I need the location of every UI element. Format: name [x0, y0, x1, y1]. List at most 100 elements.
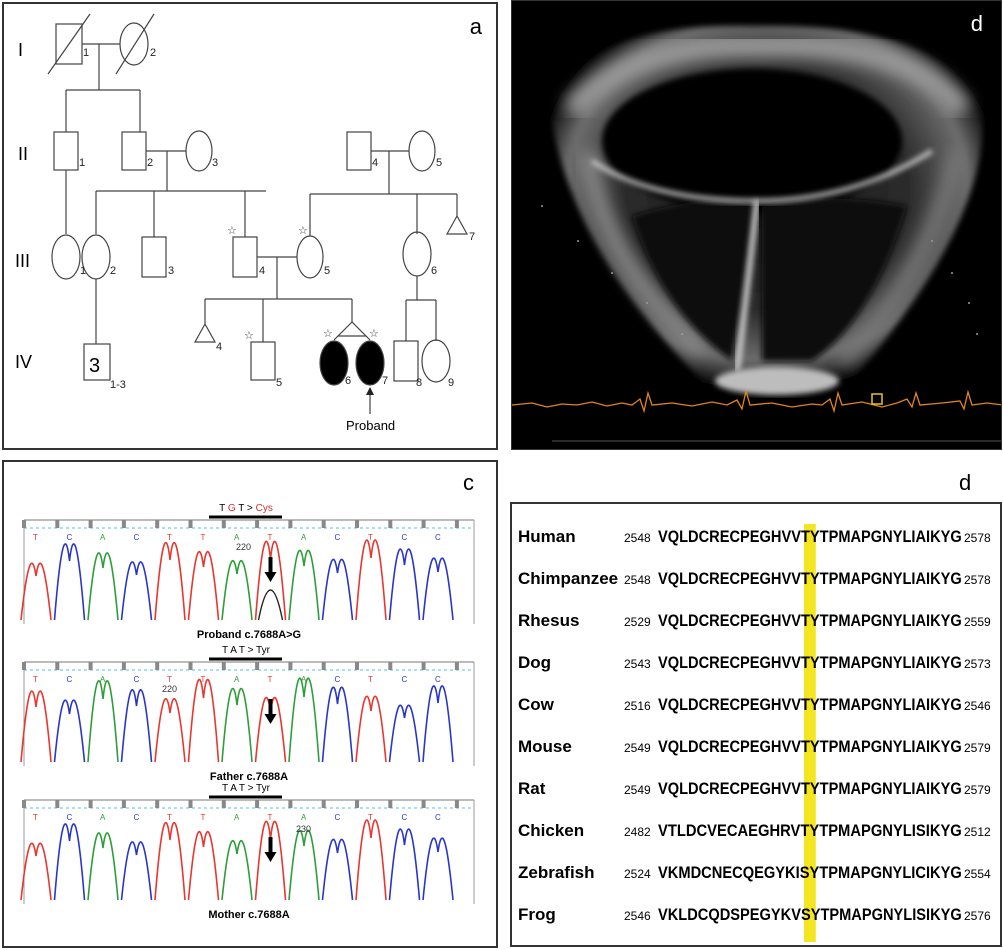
peak-C	[321, 558, 354, 621]
peak-C	[388, 828, 421, 901]
id-IV5: 5	[276, 377, 282, 389]
panel-letter-a: a	[469, 14, 482, 39]
peak-A	[288, 549, 320, 621]
trace-tick	[188, 662, 193, 670]
sequence-site: Y	[810, 737, 820, 756]
trace-tick	[22, 800, 26, 808]
individual-II3-circle	[185, 130, 213, 172]
base-letter: T	[201, 533, 206, 542]
id-IV7: 7	[382, 375, 388, 387]
trace-tick	[288, 800, 293, 808]
chromatogram-figure: T C A C T T A T A C T C C T G T > Cys 220 Proband c.768…	[20, 503, 475, 921]
individual-III5-circle	[296, 235, 324, 279]
start-position: 2549	[624, 741, 651, 755]
panel-letter-d-top: d	[970, 11, 983, 36]
trace-tick	[321, 800, 326, 808]
individual-III7-triangle	[445, 214, 469, 235]
codon-mutant-base: G	[228, 503, 236, 514]
trace-tick	[155, 800, 160, 808]
base-letter: T	[33, 533, 38, 542]
generation-label-II: II	[18, 144, 28, 164]
base-letter: A	[301, 675, 307, 684]
peak-C	[422, 557, 454, 621]
protein-sequence: VKLDCQDSPEGYKVSYTPMAPGNYLISIKYG	[658, 905, 962, 924]
individual-IV5-square	[250, 341, 276, 381]
mutation-arrow-head	[264, 852, 277, 862]
base-letter: A	[234, 675, 240, 684]
base-letter: T	[368, 533, 373, 542]
peak-T	[187, 551, 220, 621]
group-count: 3	[89, 355, 100, 377]
generation-label-III: III	[15, 251, 30, 271]
sequence-post: TPMAPGNYLIAIKYG	[820, 611, 962, 630]
sequence-site: Y	[810, 779, 820, 798]
peak-A	[221, 560, 253, 621]
sequence-post: TPMAPGNYLIAIKYG	[820, 527, 962, 546]
sequence-site: Y	[810, 611, 820, 630]
trace-tick	[121, 662, 126, 670]
panel-letter-c: c	[463, 470, 474, 495]
trace-tick	[255, 800, 260, 808]
proband-arrowhead	[366, 387, 374, 395]
base-letter: T	[201, 813, 206, 822]
species-name: Chimpanzee	[518, 569, 618, 588]
id-III3: 3	[168, 265, 174, 277]
trace-tick	[454, 520, 459, 528]
base-letter: T	[201, 675, 206, 684]
sequence-pre: VKMDCNECQEGYKIS	[658, 863, 809, 882]
end-position: 2579	[964, 783, 991, 797]
species-name: Frog	[518, 905, 556, 924]
star-IV5: ☆	[244, 330, 254, 342]
peak-T	[355, 819, 387, 901]
trace-tick	[321, 662, 326, 670]
individual-III6-circle	[402, 231, 432, 277]
sequence-pre: VKLDCQDSPEGYKVS	[658, 905, 811, 924]
trace-tick	[388, 800, 393, 808]
protein-sequence: VQLDCRECPEGHVVTYTPMAPGNYLIAIKYG	[658, 611, 962, 630]
codon-aa: Cys	[256, 503, 273, 514]
mutation-arrow-shaft	[268, 699, 273, 715]
peak-T	[20, 562, 52, 621]
position-number: 220	[162, 684, 177, 694]
protein-sequence: VQLDCRECPEGHVVTYTPMAPGNYLIAIKYG	[658, 653, 962, 672]
id-I2: 2	[150, 47, 156, 59]
trace-tick	[388, 520, 393, 528]
peak-C	[120, 689, 153, 763]
star-IV7: ☆	[369, 328, 379, 340]
end-position: 2559	[964, 615, 991, 629]
trace-tick	[355, 520, 359, 528]
sequence-pre: VQLDCRECPEGHVVT	[658, 737, 810, 756]
sequence-post: TPMAPGNYLIAIKYG	[820, 779, 962, 798]
trace-tick	[155, 520, 160, 528]
codon-prefix: T	[219, 503, 228, 514]
base-letter: C	[335, 675, 341, 684]
base-letter: C	[435, 813, 441, 822]
alignment-row: Rhesus 2529 VQLDCRECPEGHVVTYTPMAPGNYLIAIKY…	[518, 611, 991, 630]
individual-IV4-triangle	[193, 322, 217, 343]
panel-letter-d-bottom: d	[959, 470, 972, 495]
base-letter: C	[134, 675, 140, 684]
sequence-alignment: Human 2548 VQLDCRECPEGHVVTYTPMAPGNYLIAIKYG…	[518, 524, 991, 942]
base-letter: T	[368, 675, 373, 684]
individual-IV9-circle	[421, 339, 451, 383]
individual-III1-circle	[51, 234, 81, 280]
trace-tick	[388, 662, 393, 670]
species-name: Zebrafish	[518, 863, 595, 882]
alignment-row: Cow 2516 VQLDCRECPEGHVVTYTPMAPGNYLIAIKYG25…	[518, 695, 991, 714]
end-position: 2546	[964, 699, 991, 713]
trace-tick	[188, 800, 193, 808]
id-III1: 1	[80, 265, 86, 277]
conserved-site-highlight	[804, 524, 816, 942]
species-name: Chicken	[518, 821, 584, 840]
base-letter: A	[301, 533, 307, 542]
base-letter: T	[167, 813, 172, 822]
trace-tick	[321, 520, 326, 528]
peak-C	[53, 823, 86, 901]
protein-sequence: VKMDCNECQEGYKISYTPMAPGNYLICIKYG	[658, 863, 962, 882]
base-letter: C	[335, 533, 341, 542]
peak-A	[221, 687, 253, 763]
base-letter: C	[402, 813, 408, 822]
peak-C	[120, 841, 153, 901]
species-name: Human	[518, 527, 576, 546]
base-letter: T	[167, 533, 172, 542]
